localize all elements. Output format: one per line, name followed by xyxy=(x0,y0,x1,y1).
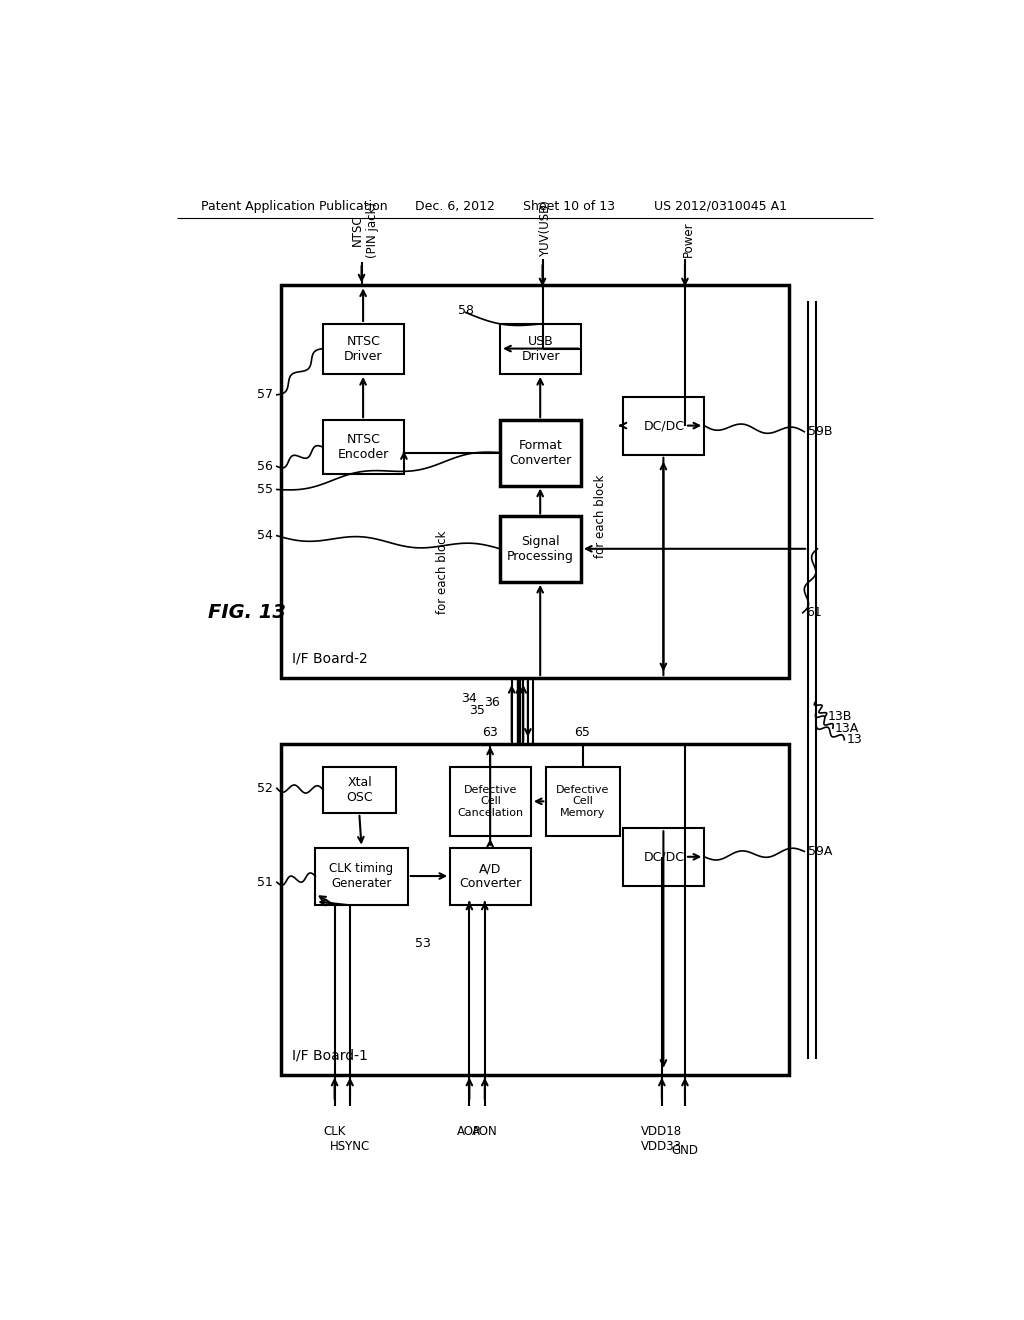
Text: 53: 53 xyxy=(415,937,431,950)
Bar xyxy=(624,829,705,886)
Text: VDD18
VDD33: VDD18 VDD33 xyxy=(641,1125,682,1152)
Text: AOP: AOP xyxy=(458,1125,481,1138)
Text: Dec. 6, 2012: Dec. 6, 2012 xyxy=(416,199,496,213)
Text: Power: Power xyxy=(682,222,694,257)
Text: Format
Converter: Format Converter xyxy=(510,440,571,467)
Text: 65: 65 xyxy=(574,726,591,739)
Bar xyxy=(323,323,403,374)
Text: 36: 36 xyxy=(484,696,500,709)
Text: DC/DC: DC/DC xyxy=(643,850,684,863)
Bar xyxy=(451,767,531,836)
Bar xyxy=(323,767,396,813)
Text: GND: GND xyxy=(672,1144,698,1158)
Text: 13: 13 xyxy=(847,733,862,746)
Text: NTSC
Encoder: NTSC Encoder xyxy=(338,433,389,461)
Text: Patent Application Publication: Patent Application Publication xyxy=(202,199,388,213)
Text: for each block: for each block xyxy=(594,475,607,558)
Text: CLK: CLK xyxy=(324,1125,346,1138)
Text: Defective
Cell
Cancelation: Defective Cell Cancelation xyxy=(458,785,523,818)
Text: YUV(USB): YUV(USB) xyxy=(539,201,552,257)
Bar xyxy=(547,767,620,836)
Text: 56: 56 xyxy=(257,459,273,473)
Bar xyxy=(500,516,581,582)
Text: Signal
Processing: Signal Processing xyxy=(507,535,574,564)
Text: NTSC
Driver: NTSC Driver xyxy=(344,335,383,363)
Text: DC/DC: DC/DC xyxy=(643,420,684,433)
Text: 51: 51 xyxy=(257,875,273,888)
Text: CLK timing
Generater: CLK timing Generater xyxy=(330,862,393,891)
Text: 59A: 59A xyxy=(808,845,833,858)
Text: I/F Board-1: I/F Board-1 xyxy=(292,1048,369,1063)
Text: 52: 52 xyxy=(257,781,273,795)
Bar xyxy=(281,743,788,1074)
Bar xyxy=(500,420,581,486)
Bar xyxy=(500,323,581,374)
Text: 61: 61 xyxy=(807,606,822,619)
Text: I/F Board-2: I/F Board-2 xyxy=(292,652,368,665)
Text: 54: 54 xyxy=(257,529,273,543)
Text: FIG. 13: FIG. 13 xyxy=(208,603,286,622)
Text: 55: 55 xyxy=(257,483,273,496)
Text: for each block: for each block xyxy=(436,531,449,614)
Text: 59B: 59B xyxy=(808,425,833,438)
Text: US 2012/0310045 A1: US 2012/0310045 A1 xyxy=(654,199,787,213)
Text: 63: 63 xyxy=(482,726,498,739)
Text: 57: 57 xyxy=(257,388,273,401)
Text: 34: 34 xyxy=(461,693,477,705)
Text: HSYNC: HSYNC xyxy=(330,1140,370,1154)
Text: 13A: 13A xyxy=(836,722,859,735)
Text: A/D
Converter: A/D Converter xyxy=(460,862,521,891)
Text: NTSC
(PIN jack): NTSC (PIN jack) xyxy=(350,202,379,259)
Bar xyxy=(281,285,788,678)
Bar xyxy=(451,847,531,906)
Text: Sheet 10 of 13: Sheet 10 of 13 xyxy=(523,199,615,213)
Bar xyxy=(323,420,403,474)
Text: 35: 35 xyxy=(469,704,484,717)
Text: 13B: 13B xyxy=(827,710,852,723)
Bar xyxy=(624,397,705,455)
Text: USB
Driver: USB Driver xyxy=(521,335,560,363)
Text: Defective
Cell
Memory: Defective Cell Memory xyxy=(556,785,609,818)
Bar xyxy=(315,847,408,906)
Text: AON: AON xyxy=(472,1125,498,1138)
Text: Xtal
OSC: Xtal OSC xyxy=(346,776,373,804)
Text: 58: 58 xyxy=(458,304,474,317)
